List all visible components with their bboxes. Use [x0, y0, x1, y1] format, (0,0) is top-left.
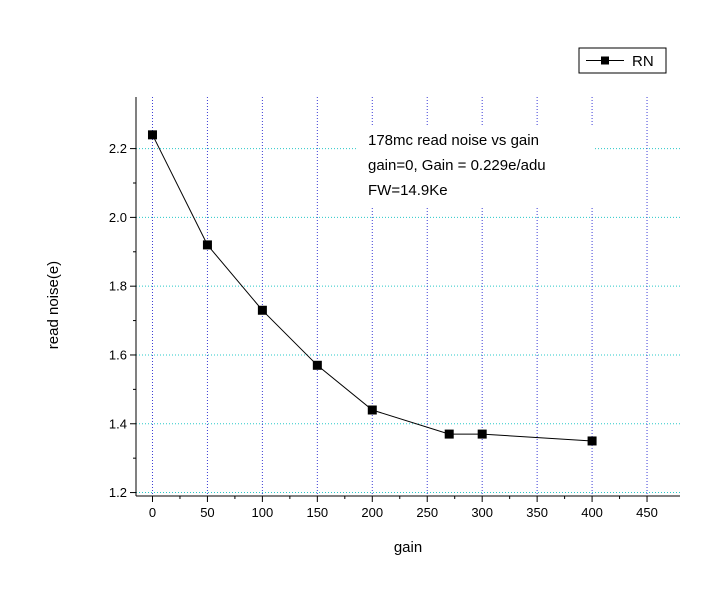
- x-tick-label: 200: [361, 505, 383, 520]
- data-point: [312, 360, 322, 370]
- data-point: [367, 405, 377, 415]
- legend: RN: [578, 47, 667, 74]
- x-tick-label: 450: [636, 505, 658, 520]
- data-point: [587, 436, 597, 446]
- legend-marker: [601, 56, 609, 65]
- y-tick-label: 2.0: [109, 210, 127, 225]
- x-tick-label: 300: [471, 505, 493, 520]
- series-rn: [147, 130, 597, 446]
- annotation-line-1: 178mc read noise vs gain: [368, 132, 539, 149]
- y-tick-label: 1.8: [109, 279, 127, 294]
- x-tick-label: 350: [526, 505, 548, 520]
- annotation-box: 178mc read noise vs gain gain=0, Gain = …: [357, 125, 595, 207]
- x-tick-label: 400: [581, 505, 603, 520]
- x-tick-label: 250: [416, 505, 438, 520]
- x-tick-label: 0: [149, 505, 156, 520]
- data-point: [477, 429, 487, 439]
- y-tick-label: 1.6: [109, 347, 127, 362]
- series-line: [152, 134, 593, 442]
- axes: 0 50 100 150 200 250 300 350 400 450 1.2 1.4 1.6 1.8 2…: [109, 97, 680, 520]
- legend-label-rn: RN: [632, 53, 654, 70]
- data-point: [147, 130, 157, 140]
- annotation-line-3: FW=14.9Ke: [368, 182, 448, 199]
- data-point: [202, 240, 212, 250]
- x-axis-title: gain: [394, 539, 422, 556]
- x-tick-label: 50: [200, 505, 214, 520]
- annotation-background: [357, 125, 595, 207]
- y-tick-label: 1.2: [109, 485, 127, 500]
- y-axis-title: read noise(e): [45, 261, 62, 349]
- y-tick-label: 2.2: [109, 141, 127, 156]
- data-point: [257, 305, 267, 315]
- x-tick-label: 100: [252, 505, 274, 520]
- annotation-line-2: gain=0, Gain = 0.229e/adu: [368, 157, 546, 174]
- x-tick-label: 150: [306, 505, 328, 520]
- y-tick-label: 1.4: [109, 416, 127, 431]
- data-point: [444, 429, 454, 439]
